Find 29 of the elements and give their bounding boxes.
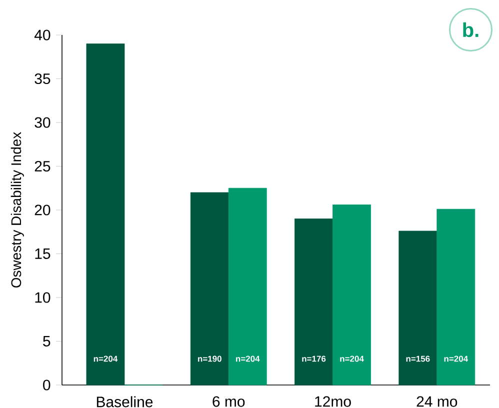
y-tick-label: 40 — [34, 30, 50, 40]
bar — [294, 218, 333, 386]
y-tick-label: 15 — [35, 248, 50, 259]
annotation: n=204 — [444, 356, 468, 362]
annotation: n=204 — [236, 356, 260, 362]
bar — [398, 230, 438, 386]
y-tick-label: 35 — [34, 73, 50, 84]
y-axis-title: Oswestry Disability Index — [10, 132, 24, 288]
bar — [86, 44, 125, 386]
y-tick-label: 30 — [34, 117, 50, 128]
annotation: n=204 — [340, 356, 364, 362]
y-tick-label: 20 — [34, 204, 50, 216]
y-tick-label: 25 — [34, 160, 50, 172]
x-tick-label: 24 mo — [416, 396, 458, 407]
bar — [228, 188, 267, 386]
annotation: n=176 — [302, 356, 326, 362]
x-tick-label: Baseline — [96, 396, 153, 408]
x-tick-label: 12mo — [315, 396, 351, 407]
y-tick-label: 0 — [43, 380, 50, 390]
bar — [436, 208, 476, 386]
annotation: b. — [463, 22, 478, 38]
annotation: n=156 — [406, 356, 430, 362]
bar — [332, 204, 371, 386]
y-tick-label: 5 — [43, 336, 50, 346]
annotation: n=190 — [198, 356, 222, 362]
annotation: n=204 — [94, 356, 118, 362]
x-tick-label: 6 mo — [212, 396, 245, 407]
y-tick-label: 10 — [35, 292, 50, 303]
bar — [190, 192, 229, 386]
